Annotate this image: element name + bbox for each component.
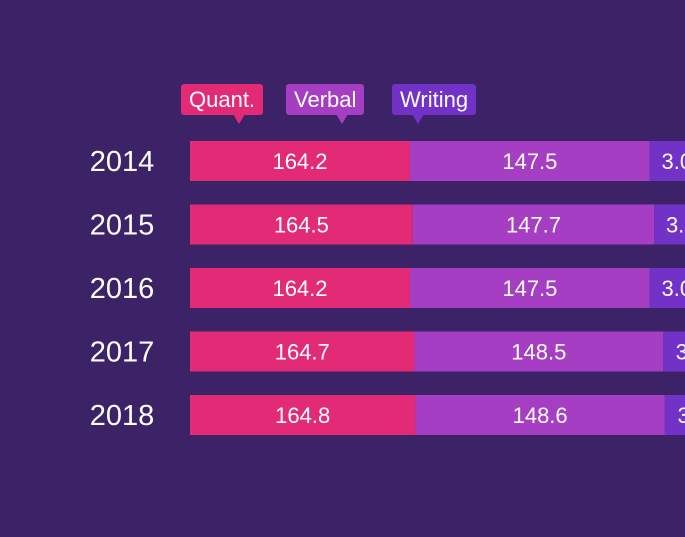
data-label-writing: 3.1 <box>678 403 685 428</box>
bar-segment-verbal <box>409 268 650 308</box>
bar-segment-writing <box>664 395 685 435</box>
data-label-quant: 164.7 <box>275 340 330 365</box>
legend-writing: Writing <box>392 84 477 124</box>
bar-segment-verbal <box>414 331 664 372</box>
bar-segment-verbal <box>409 141 650 181</box>
bar-segment-quant <box>190 141 410 181</box>
data-label-quant: 164.5 <box>274 213 329 238</box>
data-label-quant: 164.2 <box>272 149 327 174</box>
bar-segment-writing <box>649 141 685 181</box>
data-label-verbal: 147.5 <box>502 149 557 174</box>
bar-segment-verbal <box>415 395 665 435</box>
bar-segment-writing <box>654 204 685 245</box>
data-label-verbal: 147.7 <box>506 213 561 238</box>
bar-segment-writing <box>649 268 685 308</box>
data-label-writing: 3.0 <box>661 276 685 301</box>
bar-segment-quant <box>190 395 416 435</box>
data-label-verbal: 148.5 <box>511 340 566 365</box>
data-label-verbal: 148.6 <box>513 403 568 428</box>
data-label-verbal: 147.5 <box>502 276 557 301</box>
bar-segment-quant <box>190 268 410 308</box>
data-label-quant: 164.2 <box>272 276 327 301</box>
bar-segment-verbal <box>412 204 655 245</box>
year-label: 2014 <box>90 146 155 178</box>
year-label: 2015 <box>90 210 155 242</box>
year-label: 2017 <box>90 337 155 369</box>
bar-segment-writing <box>663 331 685 372</box>
data-label-writing: 3.0 <box>666 213 685 238</box>
data-label-writing: 3.1 <box>676 340 685 365</box>
data-label-writing: 3.0 <box>661 149 685 174</box>
year-label: 2018 <box>90 400 155 432</box>
legend-quant: Quant. <box>181 84 264 124</box>
data-label-quant: 164.8 <box>275 403 330 428</box>
bar-segment-quant <box>190 204 413 245</box>
legend-verbal: Verbal <box>286 84 365 124</box>
bar-segment-quant <box>190 331 415 372</box>
year-label: 2016 <box>90 273 155 305</box>
